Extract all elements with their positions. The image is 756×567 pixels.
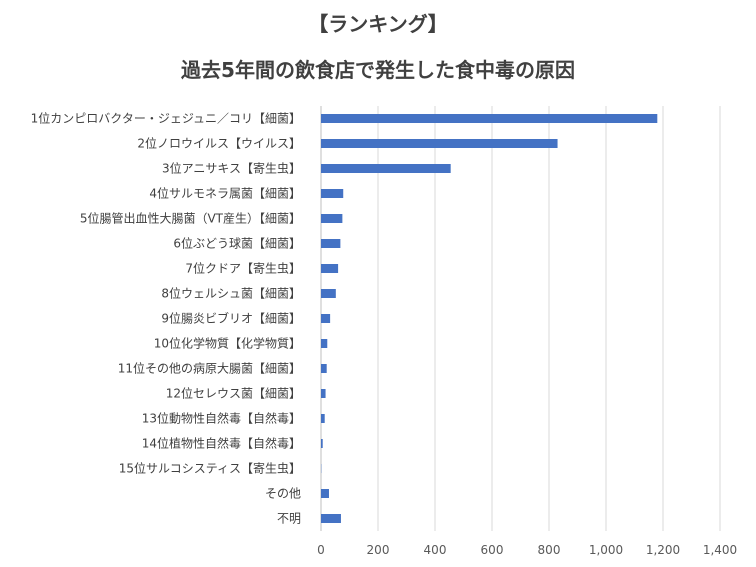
bar-2 [321, 139, 558, 148]
bar-10 [321, 339, 328, 348]
category-label: 7位クドア【寄生虫】 [185, 261, 301, 276]
category-label: 14位植物性自然毒【自然毒】 [142, 436, 301, 451]
bar-17 [321, 514, 341, 523]
bar-11 [321, 364, 327, 373]
category-label: その他 [265, 487, 301, 501]
category-label: 5位腸管出血性大腸菌（VT産生）【細菌】 [80, 211, 301, 226]
x-tick-label: 1,000 [589, 543, 623, 557]
bar-8 [321, 289, 336, 298]
bars [321, 114, 658, 523]
x-tick-label: 1,200 [646, 543, 680, 557]
category-label: 12位セレウス菌【細菌】 [166, 386, 301, 401]
bar-12 [321, 389, 326, 398]
x-tick-label: 0 [317, 543, 325, 557]
category-label: 10位化学物質【化学物質】 [154, 336, 301, 351]
category-label: 15位サルコシスティス【寄生虫】 [119, 461, 301, 476]
x-tick-label: 800 [538, 543, 561, 557]
bar-14 [321, 439, 323, 448]
category-label: 不明 [277, 512, 301, 526]
category-label: 13位動物性自然毒【自然毒】 [142, 411, 301, 426]
category-label: 4位サルモネラ属菌【細菌】 [149, 186, 301, 201]
category-labels: 1位カンピロバクター・ジェジュニ／コリ【細菌】 2位ノロウイルス【ウイルス】 3位ア… [31, 111, 301, 526]
bar-3 [321, 164, 451, 173]
category-label: 2位ノロウイルス【ウイルス】 [137, 136, 301, 151]
category-label: 6位ぶどう球菌【細菌】 [173, 236, 301, 251]
bar-9 [321, 314, 331, 323]
x-tick-label: 1,400 [703, 543, 737, 557]
bar-7 [321, 264, 339, 273]
category-label: 11位その他の病原大腸菌【細菌】 [118, 361, 301, 376]
chart-title: 【ランキング】 [308, 12, 448, 36]
x-tick-label: 600 [481, 543, 504, 557]
x-axis-tick-labels: 0 200 400 600 800 1,000 1,200 1,400 [317, 543, 737, 557]
x-tick-label: 400 [424, 543, 447, 557]
bar-6 [321, 239, 341, 248]
chart-subtitle: 過去5年間の飲食店で発生した食中毒の原因 [181, 58, 575, 82]
category-label: 1位カンピロバクター・ジェジュニ／コリ【細菌】 [31, 111, 301, 126]
category-label: 3位アニサキス【寄生虫】 [162, 161, 301, 176]
category-label: 9位腸炎ビブリオ【細菌】 [161, 311, 301, 326]
bar-1 [321, 114, 658, 123]
bar-4 [321, 189, 344, 198]
gridlines [320, 106, 721, 531]
bar-16 [321, 489, 329, 498]
x-tick-label: 200 [367, 543, 390, 557]
category-label: 8位ウェルシュ菌【細菌】 [161, 286, 301, 301]
bar-5 [321, 214, 343, 223]
bar-13 [321, 414, 325, 423]
